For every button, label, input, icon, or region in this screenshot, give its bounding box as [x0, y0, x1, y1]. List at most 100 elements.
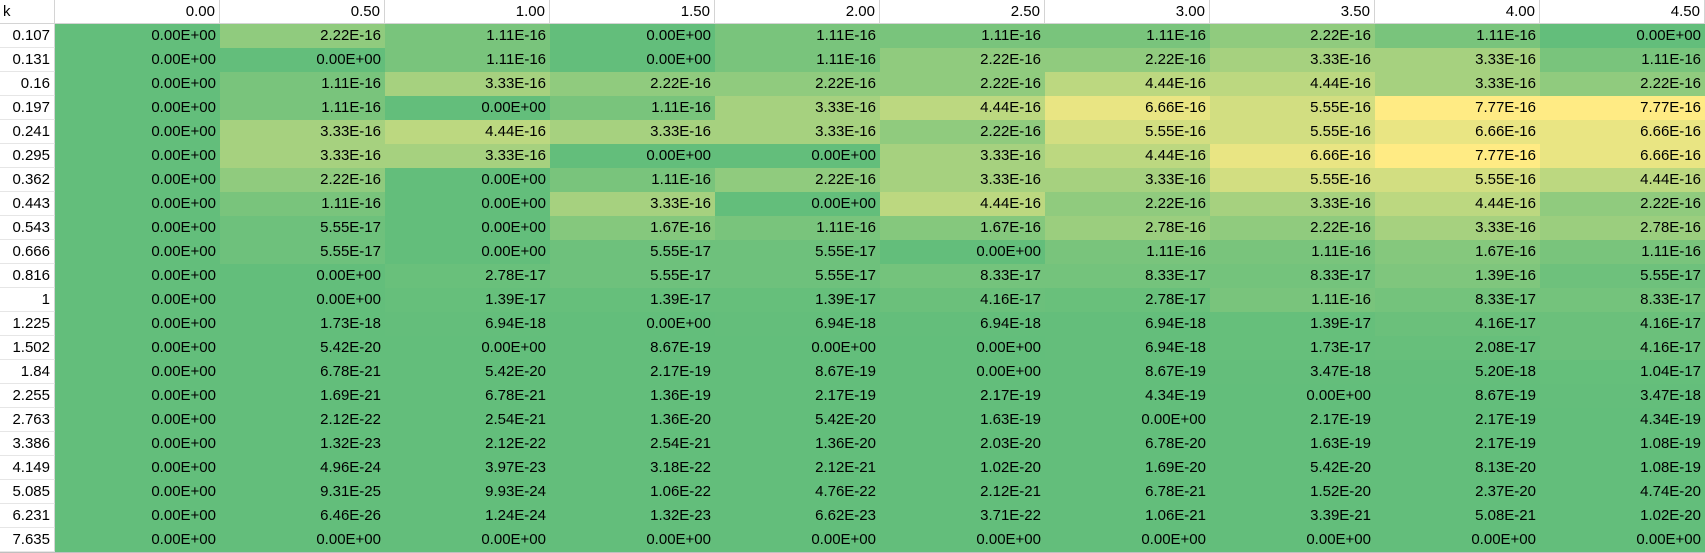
heatmap-cell[interactable]: 3.33E-16: [1045, 168, 1210, 192]
heatmap-cell[interactable]: 1.11E-16: [550, 96, 715, 120]
heatmap-cell[interactable]: 1.39E-16: [1375, 264, 1540, 288]
heatmap-cell[interactable]: 1.11E-16: [220, 72, 385, 96]
column-header[interactable]: 4.50: [1540, 0, 1705, 24]
heatmap-cell[interactable]: 3.33E-16: [1210, 48, 1375, 72]
heatmap-cell[interactable]: 2.78E-17: [1045, 288, 1210, 312]
heatmap-cell[interactable]: 0.00E+00: [550, 312, 715, 336]
heatmap-cell[interactable]: 0.00E+00: [55, 168, 220, 192]
heatmap-cell[interactable]: 1.11E-16: [1540, 48, 1705, 72]
column-header[interactable]: 1.50: [550, 0, 715, 24]
heatmap-cell[interactable]: 3.33E-16: [385, 144, 550, 168]
heatmap-cell[interactable]: 8.33E-17: [1375, 288, 1540, 312]
heatmap-cell[interactable]: 3.33E-16: [220, 144, 385, 168]
heatmap-cell[interactable]: 1.11E-16: [1540, 240, 1705, 264]
heatmap-cell[interactable]: 0.00E+00: [1375, 528, 1540, 552]
heatmap-cell[interactable]: 0.00E+00: [715, 144, 880, 168]
heatmap-cell[interactable]: 3.47E-18: [1540, 384, 1705, 408]
heatmap-cell[interactable]: 3.33E-16: [880, 144, 1045, 168]
heatmap-cell[interactable]: 5.20E-18: [1375, 360, 1540, 384]
heatmap-cell[interactable]: 5.42E-20: [220, 336, 385, 360]
heatmap-cell[interactable]: 5.42E-20: [1210, 456, 1375, 480]
heatmap-cell[interactable]: 1.06E-21: [1045, 504, 1210, 528]
heatmap-cell[interactable]: 3.33E-16: [220, 120, 385, 144]
heatmap-cell[interactable]: 4.16E-17: [1540, 312, 1705, 336]
heatmap-cell[interactable]: 0.00E+00: [550, 528, 715, 552]
heatmap-cell[interactable]: 1.39E-17: [550, 288, 715, 312]
heatmap-cell[interactable]: 6.94E-18: [715, 312, 880, 336]
heatmap-cell[interactable]: 0.00E+00: [880, 240, 1045, 264]
heatmap-cell[interactable]: 2.78E-17: [385, 264, 550, 288]
heatmap-cell[interactable]: 3.33E-16: [550, 192, 715, 216]
heatmap-cell[interactable]: 1.08E-19: [1540, 456, 1705, 480]
heatmap-cell[interactable]: 2.17E-19: [715, 384, 880, 408]
heatmap-cell[interactable]: 1.39E-17: [715, 288, 880, 312]
heatmap-cell[interactable]: 1.52E-20: [1210, 480, 1375, 504]
heatmap-cell[interactable]: 0.00E+00: [55, 96, 220, 120]
row-header[interactable]: 0.107: [0, 24, 55, 48]
heatmap-cell[interactable]: 5.42E-20: [385, 360, 550, 384]
heatmap-cell[interactable]: 2.22E-16: [220, 24, 385, 48]
heatmap-cell[interactable]: 1.67E-16: [550, 216, 715, 240]
heatmap-cell[interactable]: 0.00E+00: [55, 240, 220, 264]
heatmap-cell[interactable]: 0.00E+00: [55, 48, 220, 72]
heatmap-cell[interactable]: 0.00E+00: [220, 48, 385, 72]
heatmap-cell[interactable]: 4.16E-17: [1375, 312, 1540, 336]
heatmap-cell[interactable]: 6.62E-23: [715, 504, 880, 528]
heatmap-cell[interactable]: 0.00E+00: [1045, 408, 1210, 432]
heatmap-cell[interactable]: 1.32E-23: [550, 504, 715, 528]
heatmap-cell[interactable]: 2.22E-16: [550, 72, 715, 96]
heatmap-cell[interactable]: 1.02E-20: [880, 456, 1045, 480]
heatmap-cell[interactable]: 1.39E-17: [1210, 312, 1375, 336]
heatmap-cell[interactable]: 3.33E-16: [715, 96, 880, 120]
heatmap-cell[interactable]: 8.67E-19: [1045, 360, 1210, 384]
heatmap-cell[interactable]: 4.44E-16: [880, 192, 1045, 216]
heatmap-cell[interactable]: 5.55E-16: [1045, 120, 1210, 144]
heatmap-cell[interactable]: 3.97E-23: [385, 456, 550, 480]
heatmap-cell[interactable]: 0.00E+00: [715, 192, 880, 216]
heatmap-cell[interactable]: 0.00E+00: [55, 24, 220, 48]
row-header[interactable]: 0.666: [0, 240, 55, 264]
column-header[interactable]: 2.50: [880, 0, 1045, 24]
heatmap-cell[interactable]: 1.32E-23: [220, 432, 385, 456]
heatmap-cell[interactable]: 1.08E-19: [1540, 432, 1705, 456]
heatmap-cell[interactable]: 1.11E-16: [385, 24, 550, 48]
heatmap-cell[interactable]: 1.11E-16: [550, 168, 715, 192]
heatmap-cell[interactable]: 9.31E-25: [220, 480, 385, 504]
heatmap-cell[interactable]: 2.22E-16: [1210, 24, 1375, 48]
heatmap-cell[interactable]: 4.34E-19: [1045, 384, 1210, 408]
heatmap-cell[interactable]: 0.00E+00: [55, 120, 220, 144]
heatmap-cell[interactable]: 0.00E+00: [385, 240, 550, 264]
heatmap-cell[interactable]: 2.78E-16: [1540, 216, 1705, 240]
heatmap-cell[interactable]: 1.63E-19: [880, 408, 1045, 432]
heatmap-cell[interactable]: 1.73E-18: [220, 312, 385, 336]
heatmap-cell[interactable]: 5.55E-16: [1210, 96, 1375, 120]
heatmap-cell[interactable]: 3.47E-18: [1210, 360, 1375, 384]
heatmap-cell[interactable]: 4.74E-20: [1540, 480, 1705, 504]
heatmap-cell[interactable]: 1.11E-16: [1045, 240, 1210, 264]
heatmap-cell[interactable]: 5.55E-16: [1375, 168, 1540, 192]
heatmap-cell[interactable]: 0.00E+00: [55, 480, 220, 504]
heatmap-cell[interactable]: 7.77E-16: [1375, 144, 1540, 168]
heatmap-cell[interactable]: 0.00E+00: [385, 192, 550, 216]
heatmap-cell[interactable]: 6.78E-21: [1045, 480, 1210, 504]
heatmap-cell[interactable]: 0.00E+00: [55, 384, 220, 408]
heatmap-cell[interactable]: 0.00E+00: [1540, 528, 1705, 552]
heatmap-cell[interactable]: 3.33E-16: [385, 72, 550, 96]
heatmap-cell[interactable]: 7.77E-16: [1375, 96, 1540, 120]
heatmap-cell[interactable]: 2.17E-19: [550, 360, 715, 384]
heatmap-cell[interactable]: 0.00E+00: [880, 528, 1045, 552]
heatmap-cell[interactable]: 1.24E-24: [385, 504, 550, 528]
heatmap-cell[interactable]: 0.00E+00: [1210, 528, 1375, 552]
heatmap-cell[interactable]: 1.11E-16: [220, 96, 385, 120]
heatmap-cell[interactable]: 8.13E-20: [1375, 456, 1540, 480]
heatmap-cell[interactable]: 0.00E+00: [55, 432, 220, 456]
column-header[interactable]: 0.00: [55, 0, 220, 24]
heatmap-cell[interactable]: 1.11E-16: [220, 192, 385, 216]
heatmap-cell[interactable]: 4.44E-16: [385, 120, 550, 144]
heatmap-cell[interactable]: 0.00E+00: [55, 144, 220, 168]
heatmap-cell[interactable]: 3.33E-16: [715, 120, 880, 144]
heatmap-cell[interactable]: 1.11E-16: [715, 24, 880, 48]
row-header[interactable]: 1.225: [0, 312, 55, 336]
corner-label[interactable]: k: [0, 0, 55, 24]
heatmap-cell[interactable]: 4.16E-17: [880, 288, 1045, 312]
